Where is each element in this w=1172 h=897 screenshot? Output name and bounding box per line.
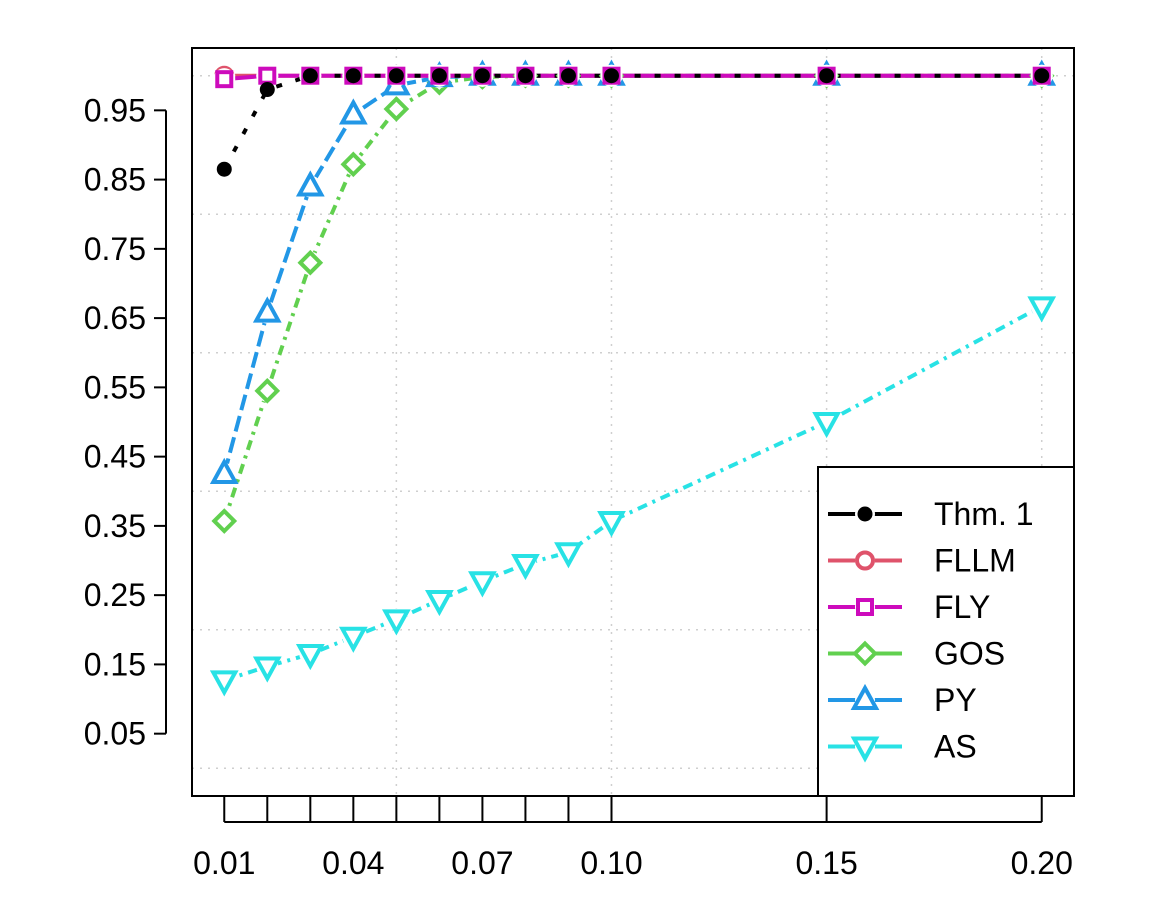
- y-tick-label-0: 0.05: [84, 716, 146, 752]
- point-py-0: [209, 457, 239, 484]
- axes: 0.05 0.15 0.25 0.35 0.45 0.55 0.65 0.75 0.85 0.95…: [84, 92, 1073, 881]
- point-py-1: [252, 296, 282, 323]
- point-thm-1-5: [431, 68, 447, 84]
- point-as-0: [209, 670, 239, 697]
- y-tick-label-9: 0.95: [84, 92, 146, 128]
- point-as-1: [252, 656, 282, 683]
- point-thm-1-6: [474, 68, 490, 84]
- y-tick-label-7: 0.75: [84, 231, 146, 267]
- point-thm-1-10: [819, 68, 835, 84]
- point-gos-1: [254, 378, 281, 404]
- point-py-3: [338, 98, 368, 125]
- point-py-2: [295, 170, 325, 197]
- x-tick-label-6: 0.07: [451, 845, 513, 881]
- legend-label-gos: GOS: [934, 636, 1005, 672]
- series-line-py: [222, 73, 1042, 475]
- legend-label-py: PY: [934, 682, 977, 718]
- x-tick-label-3: 0.04: [322, 845, 384, 881]
- point-thm-1-7: [517, 68, 533, 84]
- point-thm-1-2: [302, 68, 318, 84]
- legend-label-fllm: FLLM: [934, 543, 1016, 579]
- legend-marker-fllm: [855, 550, 875, 571]
- legend-marker-fly: [856, 598, 874, 616]
- point-thm-1-9: [603, 68, 619, 84]
- legend-marker-thm-1: [857, 506, 873, 522]
- point-as-2: [295, 644, 325, 671]
- y-tick-label-2: 0.25: [84, 577, 146, 613]
- legend-label-fly: FLY: [934, 589, 990, 625]
- y-tick-label-5: 0.55: [84, 369, 146, 405]
- series-line-gos: [222, 73, 1042, 522]
- point-thm-1-0: [216, 161, 232, 177]
- y-tick-label-3: 0.35: [84, 508, 146, 544]
- y-tick-label-6: 0.65: [84, 300, 146, 336]
- point-thm-1-1: [259, 82, 275, 98]
- point-as-6: [468, 571, 497, 598]
- point-as-7: [511, 553, 540, 581]
- point-gos-4: [383, 96, 410, 122]
- x-tick-label-0: 0.01: [193, 845, 255, 881]
- point-as-5: [425, 589, 454, 617]
- plot-frame: [191, 47, 1075, 797]
- point-thm-1-8: [560, 68, 576, 84]
- point-gos-0: [211, 508, 238, 534]
- legend: Thm. 1 FLLM FLY GOS PY AS: [817, 466, 1075, 797]
- legend-label-thm-1: Thm. 1: [934, 496, 1034, 532]
- point-thm-1-11: [1034, 68, 1050, 84]
- point-as-8: [554, 542, 583, 569]
- x-tick-label-10: 0.15: [795, 845, 857, 881]
- series-markers: [209, 59, 1057, 697]
- x-tick-label-11: 0.20: [1011, 845, 1073, 881]
- point-as-3: [338, 626, 368, 653]
- legend-marker-py: [850, 683, 880, 710]
- point-fly-0: [215, 70, 234, 89]
- legend-label-as: AS: [934, 729, 977, 765]
- legend-marker-gos: [852, 640, 878, 667]
- x-tick-label-9: 0.10: [580, 845, 642, 881]
- y-tick-label-8: 0.85: [84, 162, 146, 198]
- point-thm-1-3: [345, 68, 361, 84]
- y-tick-label-4: 0.45: [84, 439, 146, 475]
- point-gos-3: [340, 151, 367, 178]
- point-as-9: [597, 511, 626, 538]
- legend-marker-gap-gos: [855, 643, 875, 664]
- y-tick-label-1: 0.15: [84, 646, 146, 682]
- point-gos-2: [297, 249, 324, 276]
- legend-marker-as: [850, 736, 880, 763]
- point-as-11: [1027, 296, 1057, 323]
- point-thm-1-4: [388, 68, 404, 84]
- point-as-4: [381, 609, 411, 636]
- point-as-10: [812, 412, 841, 439]
